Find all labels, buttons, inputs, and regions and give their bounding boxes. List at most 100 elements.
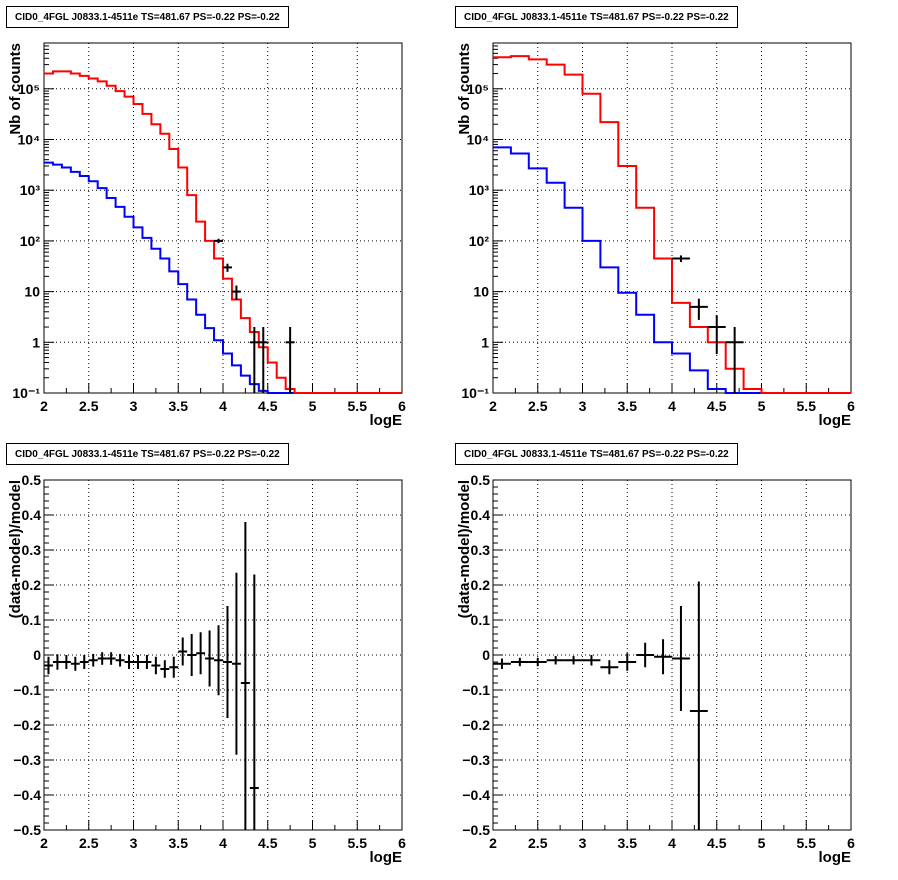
x-tick-label: 2.5 [79, 835, 99, 851]
residual-point [249, 574, 259, 830]
x-tick-label: 3 [579, 398, 587, 414]
x-tick-label: 2.5 [528, 835, 548, 851]
axes: 2 2.5 3 3.5 4 4.5 5 5.5 6 −0.5 −0.4 −0.3 −0.2 −0.1 0 0.… [7, 472, 406, 866]
x-tick-label: 3 [130, 398, 138, 414]
plot-frame [492, 479, 852, 831]
residual-point [214, 625, 223, 696]
chart-bottom-left: 2 2.5 3 3.5 4 4.5 5 5.5 6 −0.5 −0.4 −0.3 −0.2 −0.1 0 0.… [7, 472, 406, 866]
y-tick-label: 10 [473, 284, 489, 300]
data-point [285, 327, 295, 393]
series-line-total [44, 70, 402, 394]
plot-frame [43, 42, 403, 394]
x-axis-label: logE [370, 412, 403, 429]
y-tick-label: 0.2 [22, 577, 42, 593]
chart-title: CID0_4FGL J0833.1-4511e TS=481.67 PS=-0.… [455, 6, 738, 28]
data-point [231, 285, 241, 300]
grid-lines [44, 480, 402, 830]
x-tick-label: 3.5 [618, 398, 638, 414]
axes: 2 2.5 3 3.5 4 4.5 5 5.5 6 −0.5 −0.4 −0.3 −0.2 −0.1 0 0.… [456, 472, 855, 866]
y-tick-label: −0.4 [462, 787, 490, 803]
y-tick-label: 10⁻¹ [12, 385, 40, 401]
x-tick-label: 5.5 [348, 398, 368, 414]
x-tick-label: 6 [398, 835, 406, 851]
y-tick-label: 10 [24, 284, 40, 300]
residual-point [196, 632, 206, 675]
residual-point [133, 655, 143, 669]
y-axis-label: (data-model)/model [456, 480, 473, 618]
data-point [725, 327, 744, 393]
y-axis-label: Nb of counts [456, 43, 473, 135]
residual-point [493, 658, 511, 669]
y-tick-label: 0.4 [22, 507, 42, 523]
y-tick-label: 10⁴ [467, 131, 490, 147]
x-tick-label: 2.5 [79, 398, 99, 414]
grid-lines [493, 43, 851, 393]
x-tick-label: 4 [219, 398, 227, 414]
series-line-total [493, 55, 851, 394]
data-point [707, 315, 726, 355]
y-tick-label: −0.1 [13, 682, 41, 698]
x-tick-label: 4.5 [707, 398, 727, 414]
residual-point [618, 653, 637, 671]
y-tick-label: 1 [481, 334, 489, 350]
y-tick-label: 10² [20, 233, 41, 249]
y-tick-label: 10³ [469, 182, 490, 198]
residual-point [142, 655, 152, 669]
y-tick-label: 0.3 [22, 542, 42, 558]
data-point [672, 255, 690, 263]
x-tick-label: 5.5 [348, 835, 368, 851]
y-tick-label: 0.2 [471, 577, 491, 593]
x-tick-label: 5.5 [797, 398, 817, 414]
residual-point [106, 652, 116, 665]
x-tick-label: 4 [668, 398, 676, 414]
axes: 2 2.5 3 3.5 4 4.5 5 5.5 6 10⁻¹ 1 10 10² 10³ 10⁴ 10⁵ logE… [7, 42, 406, 429]
y-tick-label: 10³ [20, 182, 41, 198]
y-tick-label: −0.3 [13, 752, 41, 768]
y-tick-label: −0.5 [462, 822, 490, 838]
residual-point [600, 660, 619, 675]
residual-point [97, 652, 107, 665]
x-tick-label: 6 [847, 835, 855, 851]
residual-point [169, 656, 179, 678]
residual-point [564, 656, 583, 665]
data-point [689, 298, 708, 320]
x-tick-label: 2 [489, 835, 497, 851]
y-tick-label: 10⁴ [18, 131, 41, 147]
residual-point [546, 656, 565, 665]
x-tick-label: 6 [847, 398, 855, 414]
x-tick-label: 3.5 [618, 835, 638, 851]
residual-point [61, 655, 71, 669]
plot-frame [492, 42, 852, 394]
x-tick-label: 5.5 [797, 835, 817, 851]
x-tick-label: 2 [40, 398, 48, 414]
chart-title: CID0_4FGL J0833.1-4511e TS=481.67 PS=-0.… [6, 6, 289, 28]
residual-points [44, 522, 259, 830]
residual-points [493, 581, 708, 830]
y-tick-label: 0 [33, 647, 41, 663]
data-point [223, 263, 232, 272]
x-tick-label: 5 [758, 835, 766, 851]
pad-bottom-left: 2 2.5 3 3.5 4 4.5 5 5.5 6 −0.5 −0.4 −0.3 −0.2 −0.1 0 0.… [0, 437, 449, 875]
chart-title: CID0_4FGL J0833.1-4511e TS=481.67 PS=-0.… [455, 443, 738, 465]
residual-point [240, 522, 250, 830]
residual-point [187, 634, 197, 676]
residual-point [160, 660, 170, 678]
residual-point [79, 655, 89, 669]
y-tick-label: −0.5 [13, 822, 41, 838]
data-points [672, 255, 744, 393]
x-tick-label: 5 [309, 835, 317, 851]
pad-bottom-right: 2 2.5 3 3.5 4 4.5 5 5.5 6 −0.5 −0.4 −0.3 −0.2 −0.1 0 0.… [449, 437, 898, 875]
pad-top-right: 2 2.5 3 3.5 4 4.5 5 5.5 6 10⁻¹ 1 10 10² 10³ 10⁴ 10⁵ logE… [449, 0, 898, 437]
x-tick-label: 2.5 [528, 398, 548, 414]
x-axis-label: logE [819, 412, 852, 429]
x-axis-label: logE [819, 849, 852, 866]
residual-point [528, 657, 547, 667]
chart-title: CID0_4FGL J0833.1-4511e TS=481.67 PS=-0.… [6, 443, 289, 465]
y-tick-label: 0.5 [471, 472, 491, 488]
residual-point [510, 657, 529, 667]
data-point [258, 327, 268, 393]
x-tick-label: 4 [219, 835, 227, 851]
pad-top-left: 2 2.5 3 3.5 4 4.5 5 5.5 6 10⁻¹ 1 10 10² 10³ 10⁴ 10⁵ logE… [0, 0, 449, 437]
residual-point [44, 656, 53, 675]
grid-lines [493, 480, 851, 830]
